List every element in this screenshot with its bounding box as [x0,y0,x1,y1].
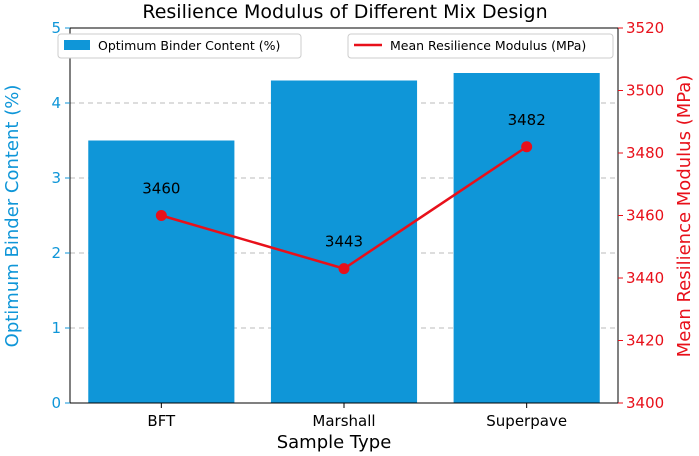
y-left-tick-label: 1 [51,319,61,337]
x-axis-title: Sample Type [277,432,392,453]
y-right-tick-label: 3480 [626,144,664,162]
y-right-tick-label: 3460 [626,207,664,225]
x-tick-label: Marshall [312,412,375,430]
legend-bar-swatch [64,40,90,50]
y-right-tick-label: 3440 [626,269,664,287]
legend-bar-label: Optimum Binder Content (%) [98,38,280,53]
modulus-data-label: 3443 [325,233,363,251]
y-axis-right: 3400 3420 3440 3460 3480 3500 3520 [618,19,664,412]
y-axis-left: 0 1 2 3 4 5 [51,19,70,412]
x-axis: BFT Marshall Superpave [147,403,567,430]
legend-bars: Optimum Binder Content (%) [57,33,302,59]
modulus-point-marshall [338,263,350,275]
y-left-tick-label: 4 [51,94,61,112]
legend-line: Mean Resilience Modulus (MPa) [347,33,614,59]
y-left-tick-label: 3 [51,169,61,187]
y-axis-left-title: Optimum Binder Content (%) [2,85,23,348]
x-tick-label: Superpave [486,412,567,430]
modulus-point-superpave [521,141,533,153]
modulus-data-label: 3482 [508,111,546,129]
y-left-tick-label: 0 [51,394,61,412]
modulus-line: 3460 3443 3482 [142,111,546,275]
bar-superpave [453,73,600,403]
modulus-point-bft [155,210,167,221]
y-right-tick-label: 3520 [626,19,664,37]
modulus-data-label: 3460 [142,180,180,198]
legend-line-label: Mean Resilience Modulus (MPa) [390,38,586,53]
bar-marshall [270,80,418,403]
y-right-tick-label: 3500 [626,82,664,100]
y-left-tick-label: 5 [51,19,61,37]
bars [88,73,600,403]
y-right-tick-label: 3400 [626,394,664,412]
y-axis-right-title: Mean Resilience Modulus (MPa) [674,75,695,358]
bar-bft [88,140,235,403]
x-tick-label: BFT [147,412,176,430]
chart-title: Resilience Modulus of Different Mix Desi… [142,1,547,23]
y-right-tick-label: 3420 [626,332,664,350]
y-left-tick-label: 2 [51,244,61,262]
